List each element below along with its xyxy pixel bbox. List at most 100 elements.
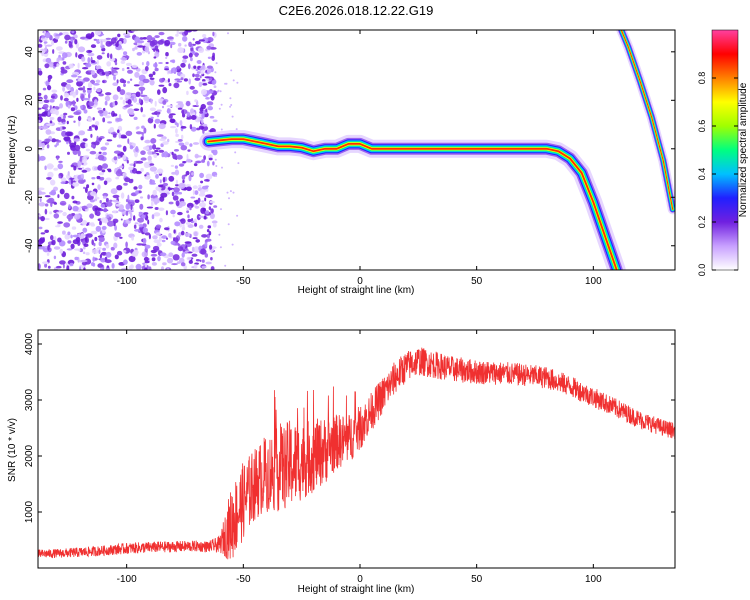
noise-blob xyxy=(158,207,165,211)
noise-blob xyxy=(177,243,181,247)
noise-blob xyxy=(63,114,66,119)
noise-blob xyxy=(177,191,183,195)
noise-blob xyxy=(110,188,118,195)
noise-blob xyxy=(143,96,150,101)
noise-blob xyxy=(99,200,102,204)
noise-blob xyxy=(142,50,146,54)
noise-blob xyxy=(90,133,93,138)
noise-blob xyxy=(225,82,228,85)
noise-blob xyxy=(202,34,207,38)
noise-blob xyxy=(57,116,62,123)
noise-blob xyxy=(135,131,143,135)
noise-blob xyxy=(116,144,122,148)
noise-blob xyxy=(148,266,152,270)
noise-blob xyxy=(199,189,206,195)
noise-blob xyxy=(106,139,113,142)
noise-blob xyxy=(215,62,218,65)
noise-blob xyxy=(90,230,98,235)
noise-blob xyxy=(96,247,102,250)
noise-blob xyxy=(95,157,99,160)
noise-blob xyxy=(212,31,215,37)
noise-blob xyxy=(144,66,149,72)
noise-blob xyxy=(198,215,205,218)
noise-blob xyxy=(91,262,95,267)
chart-title: C2E6.2026.018.12.22.G19 xyxy=(279,3,434,18)
noise-blob xyxy=(192,189,195,196)
noise-blob xyxy=(131,251,139,257)
noise-blob xyxy=(46,163,54,170)
noise-blob xyxy=(203,155,207,161)
noise-blob xyxy=(95,225,102,232)
noise-blob xyxy=(202,123,208,127)
noise-blob xyxy=(133,84,140,87)
noise-blob xyxy=(185,170,190,176)
y-tick-label: -20 xyxy=(24,190,35,205)
noise-blob xyxy=(106,52,110,59)
noise-blob xyxy=(119,38,124,42)
noise-blob xyxy=(100,267,104,270)
noise-blob xyxy=(85,252,90,256)
noise-blob xyxy=(151,262,157,266)
noise-blob xyxy=(151,200,154,207)
noise-blob xyxy=(84,187,88,193)
spectrogram-ridge xyxy=(620,30,674,210)
noise-blob xyxy=(47,85,52,91)
noise-blob xyxy=(112,101,116,107)
noise-blob xyxy=(148,73,154,78)
noise-blob xyxy=(184,232,191,237)
noise-blob xyxy=(122,136,127,139)
noise-blob xyxy=(180,262,186,267)
y-tick-label: 1000 xyxy=(24,500,35,523)
noise-blob xyxy=(116,185,123,191)
noise-blob xyxy=(118,132,122,139)
noise-blob xyxy=(67,231,71,236)
noise-blob xyxy=(77,75,82,78)
noise-blob xyxy=(99,176,105,181)
noise-blob xyxy=(150,253,158,257)
noise-blob xyxy=(125,210,129,216)
noise-blob xyxy=(209,115,215,119)
noise-blob xyxy=(157,89,161,95)
noise-blob xyxy=(38,245,45,250)
noise-blob xyxy=(96,55,103,60)
noise-blob xyxy=(98,172,105,176)
noise-blob xyxy=(136,126,140,130)
noise-blob xyxy=(69,262,74,267)
noise-blob xyxy=(86,184,90,189)
noise-blob xyxy=(189,143,193,147)
noise-blob xyxy=(184,44,187,47)
noise-blob xyxy=(75,52,78,58)
noise-blob xyxy=(165,52,169,57)
noise-blob xyxy=(206,160,210,167)
noise-blob xyxy=(90,70,96,76)
x-tick-label: -50 xyxy=(236,276,251,287)
noise-blob xyxy=(119,165,124,169)
noise-blob xyxy=(142,37,148,40)
noise-blob xyxy=(128,255,136,263)
noise-blob xyxy=(61,57,65,61)
noise-blob xyxy=(161,235,168,239)
noise-blob xyxy=(178,232,182,237)
noise-blob xyxy=(159,138,167,142)
noise-blob xyxy=(60,181,66,185)
noise-blob xyxy=(147,117,154,124)
noise-blob xyxy=(125,130,133,136)
noise-blob xyxy=(170,164,175,167)
noise-blob xyxy=(63,97,69,102)
noise-blob xyxy=(38,187,45,191)
y-tick-label: 40 xyxy=(24,46,35,58)
x-tick-label: -50 xyxy=(236,574,251,585)
noise-blob xyxy=(141,125,145,129)
noise-blob xyxy=(149,79,155,86)
noise-blob xyxy=(91,239,94,246)
noise-blob xyxy=(41,35,46,39)
noise-blob xyxy=(205,173,213,180)
noise-blob xyxy=(194,222,198,227)
noise-blob xyxy=(188,78,191,85)
noise-blob xyxy=(82,251,86,255)
noise-blob xyxy=(190,220,195,223)
noise-blob xyxy=(192,38,195,41)
noise-blob xyxy=(205,261,212,265)
noise-blob xyxy=(197,65,201,69)
noise-blob xyxy=(168,175,175,182)
